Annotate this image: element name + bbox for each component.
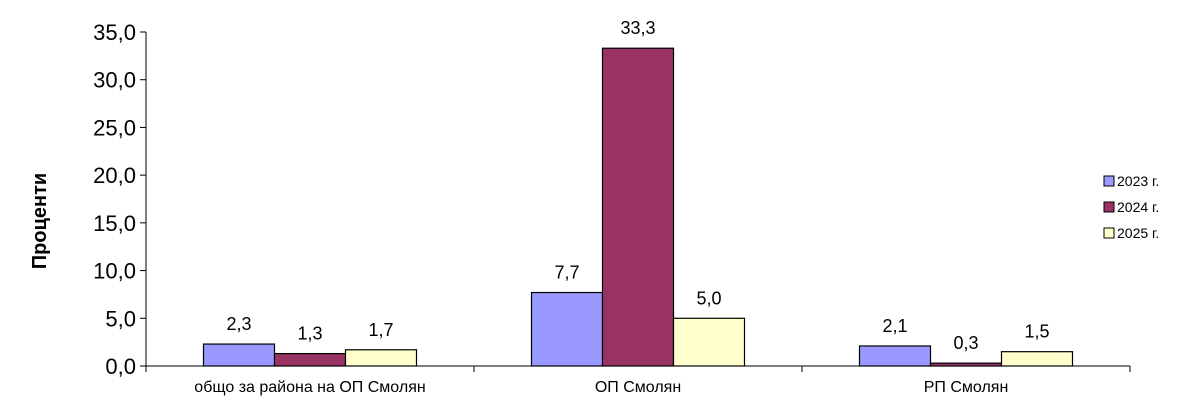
bar [273, 352, 347, 367]
y-tick-label: 25,0 [93, 115, 136, 140]
y-tick-label: 30,0 [93, 68, 136, 93]
bar [929, 362, 1003, 367]
category-label: общо за района на ОП Смолян [194, 379, 425, 396]
bar [202, 343, 276, 367]
legend-swatch [1103, 175, 1115, 187]
plot-area: 0,0 5,0 10,0 15,0 20,0 25,0 30,0 35,0 общо за ра… [93, 18, 1131, 396]
bar [601, 47, 675, 367]
bar [858, 345, 932, 367]
data-label: 7,7 [554, 263, 579, 283]
bar [530, 291, 604, 367]
data-label: 33,3 [620, 18, 655, 38]
data-label: 1,3 [297, 324, 322, 344]
data-label: 0,3 [953, 333, 978, 353]
legend-entry: 2024 г. [1117, 199, 1159, 215]
legend-swatch [1103, 201, 1115, 213]
y-tick-label: 5,0 [105, 306, 136, 331]
data-label: 2,1 [882, 316, 907, 336]
y-tick-label: 0,0 [105, 354, 136, 379]
y-axis-label: Проценти [29, 173, 51, 269]
legend-swatch [1103, 227, 1115, 239]
legend-entry: 2025 г. [1117, 225, 1159, 241]
bar [672, 317, 746, 367]
y-tick-label: 20,0 [93, 163, 136, 188]
data-label: 5,0 [696, 288, 721, 308]
bar [1000, 351, 1074, 367]
y-tick-label: 35,0 [93, 20, 136, 45]
legend-entry: 2023 г. [1117, 173, 1159, 189]
data-label: 1,7 [368, 320, 393, 340]
category-label: РП Смолян [924, 379, 1009, 396]
category-label: ОП Смолян [595, 379, 681, 396]
data-label: 1,5 [1024, 322, 1049, 342]
y-tick-label: 10,0 [93, 259, 136, 284]
data-label: 2,3 [226, 314, 251, 334]
legend: 2023 г. 2024 г. 2025 г. [1103, 173, 1159, 241]
y-tick-label: 15,0 [93, 211, 136, 236]
bar [344, 349, 418, 367]
